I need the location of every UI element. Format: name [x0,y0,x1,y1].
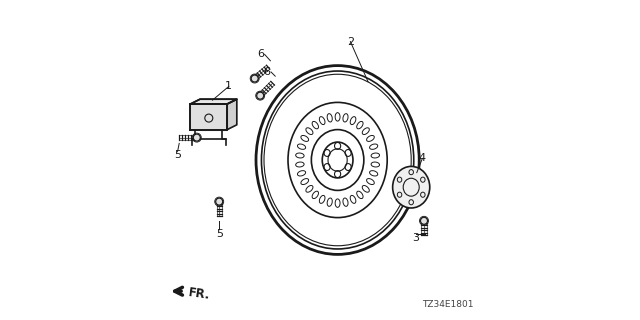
Ellipse shape [251,75,258,82]
Text: TZ34E1801: TZ34E1801 [422,300,474,309]
Ellipse shape [257,92,264,99]
Ellipse shape [193,134,200,141]
Polygon shape [191,104,227,130]
Text: 1: 1 [225,81,232,92]
Text: 6: 6 [264,67,271,77]
Text: 5: 5 [174,150,181,160]
Polygon shape [227,99,237,130]
Text: FR.: FR. [188,286,211,302]
Ellipse shape [216,198,223,205]
Polygon shape [191,99,237,104]
Text: 4: 4 [419,153,426,164]
Text: 3: 3 [413,233,419,244]
Text: 5: 5 [216,228,223,239]
Ellipse shape [420,217,428,224]
Text: 2: 2 [347,36,354,47]
Text: 6: 6 [257,49,264,60]
Ellipse shape [393,166,430,208]
Ellipse shape [403,178,419,196]
